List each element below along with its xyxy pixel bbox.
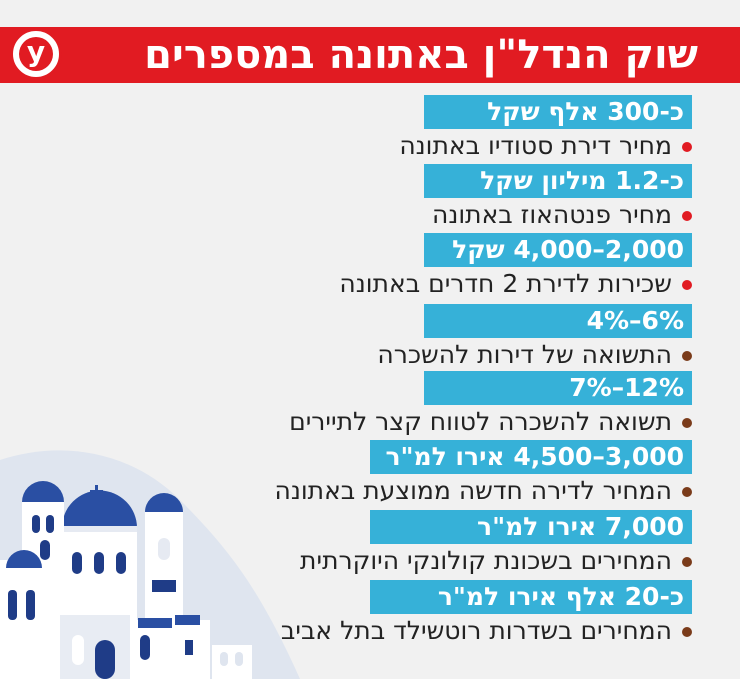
brown-bullet-icon bbox=[682, 351, 692, 361]
value-band-penthouse-price: כ-1.2 מיליון שקל bbox=[424, 164, 692, 198]
brown-bullet-icon bbox=[682, 627, 692, 637]
label-text: המחיר לדירה חדשה ממוצעת באתונה bbox=[274, 476, 673, 505]
label-kolonaki-price: המחירים בשכונת קולונקי היוקרתית bbox=[300, 544, 692, 578]
value-band-kolonaki-price: 7,000 אירו למ"ר bbox=[370, 510, 692, 544]
label-studio-price: מחיר דירת סטודיו באתונה bbox=[399, 129, 692, 163]
label-rent-price: שכירות לדירת 2 חדרים באתונה bbox=[339, 267, 692, 301]
label-short-term-yield: תשואה להשכרה לטווח קצר לתיירים bbox=[289, 405, 692, 439]
brown-bullet-icon bbox=[682, 418, 692, 428]
red-bullet-icon bbox=[682, 280, 692, 290]
label-new-apartment-price: המחיר לדירה חדשה ממוצעת באתונה bbox=[274, 474, 692, 508]
brown-bullet-icon bbox=[682, 487, 692, 497]
label-rothschild-price: המחירים בשדרות רוטשילד בתל אביב bbox=[281, 614, 692, 648]
label-penthouse-price: מחיר פנטהאוז באתונה bbox=[432, 198, 692, 232]
red-bullet-icon bbox=[682, 142, 692, 152]
logo-letter: y bbox=[19, 37, 53, 71]
label-text: תשואה להשכרה לטווח קצר לתיירים bbox=[289, 407, 672, 436]
label-text: מחיר פנטהאוז באתונה bbox=[431, 200, 672, 229]
red-bullet-icon bbox=[682, 211, 692, 221]
label-text: מחיר דירת סטודיו באתונה bbox=[399, 131, 672, 160]
label-text: שכירות לדירת 2 חדרים באתונה bbox=[339, 269, 672, 298]
label-text: המחירים בשדרות רוטשילד בתל אביב bbox=[280, 616, 672, 645]
header-bar: שוק הנדל"ן באתונה במספרים bbox=[0, 27, 740, 83]
brown-bullet-icon bbox=[682, 557, 692, 567]
ynet-logo: y bbox=[10, 28, 62, 80]
label-text: התשואה של דירות להשכרה bbox=[377, 340, 672, 369]
value-band-rent-price: 2,000–4,000 שקל bbox=[424, 233, 692, 267]
label-text: המחירים בשכונת קולונקי היוקרתית bbox=[300, 546, 672, 575]
label-rental-yield: התשואה של דירות להשכרה bbox=[377, 338, 692, 372]
page-title: שוק הנדל"ן באתונה במספרים bbox=[144, 32, 698, 78]
value-band-rental-yield: 6%–4% bbox=[424, 304, 692, 338]
santorini-illustration bbox=[0, 450, 300, 679]
value-band-new-apartment-price: 3,000–4,500 אירו למ"ר bbox=[370, 440, 692, 474]
value-band-short-term-yield: 12%–7% bbox=[424, 371, 692, 405]
value-band-studio-price: כ-300 אלף שקל bbox=[424, 95, 692, 129]
value-band-rothschild-price: כ-20 אלף אירו למ"ר bbox=[370, 580, 692, 614]
